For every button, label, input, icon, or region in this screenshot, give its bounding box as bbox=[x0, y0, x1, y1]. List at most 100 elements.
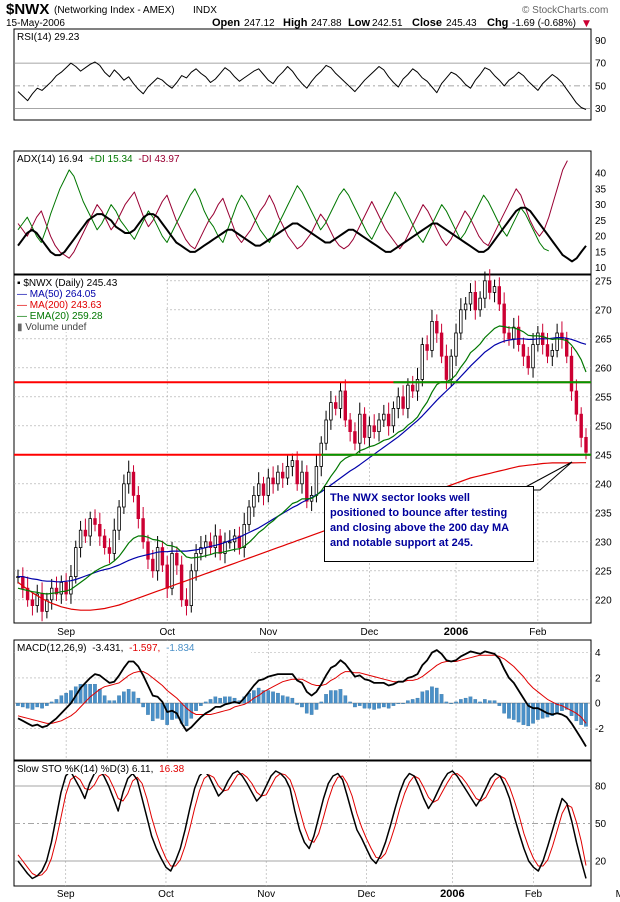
candle-body bbox=[454, 332, 458, 357]
macd-histogram-bar bbox=[434, 687, 439, 704]
candle-body bbox=[449, 355, 453, 380]
macd-histogram-bar bbox=[406, 700, 410, 704]
svg-text:— MA(200) 243.63: — MA(200) 243.63 bbox=[17, 300, 102, 311]
macd-histogram-bar bbox=[507, 703, 511, 719]
macd-signal-line bbox=[17, 654, 587, 724]
candle-body bbox=[300, 471, 304, 485]
candle-body bbox=[93, 518, 97, 525]
sto-d-line bbox=[17, 773, 587, 877]
svg-text:▪ $NWX (Daily) 245.43: ▪ $NWX (Daily) 245.43 bbox=[17, 278, 118, 289]
price-y-tick: 240 bbox=[595, 479, 612, 490]
macd-histogram-bar bbox=[165, 703, 169, 725]
candle-body bbox=[382, 413, 386, 421]
rsi-y-tick: 30 bbox=[595, 104, 607, 115]
candle-body bbox=[194, 553, 198, 572]
macd-histogram-bar bbox=[300, 703, 304, 708]
adx-y-tick: 25 bbox=[595, 216, 607, 227]
macd-signal-value: -1.597, bbox=[129, 643, 160, 654]
svg-text:Slow STO %K(14) %D(3) 6.11,: Slow STO %K(14) %D(3) 6.11, 16.38 bbox=[17, 764, 185, 775]
macd-histogram-bar bbox=[184, 703, 189, 727]
minus-di-label: -DI 43.97 bbox=[138, 154, 180, 165]
candle-body bbox=[574, 390, 579, 415]
macd-histogram-bar bbox=[218, 697, 222, 704]
candle-body bbox=[102, 535, 107, 549]
candle-body bbox=[348, 419, 352, 433]
price-x-label: Nov bbox=[259, 627, 277, 638]
macd-histogram-bar bbox=[146, 703, 150, 715]
candle-body bbox=[280, 471, 285, 479]
macd-histogram-bar bbox=[497, 703, 502, 706]
candle-body bbox=[98, 524, 102, 537]
candle-body bbox=[367, 425, 372, 438]
macd-histogram-bar bbox=[112, 700, 117, 704]
macd-histogram-bar bbox=[304, 703, 309, 714]
candle-body bbox=[285, 465, 290, 479]
minus-di-line bbox=[17, 160, 568, 259]
candle-body bbox=[406, 384, 410, 409]
adx-layer: 40 35 30 25 20 15 10 bbox=[17, 160, 607, 274]
ma200-line bbox=[17, 462, 586, 611]
macd-histogram-bar bbox=[276, 692, 280, 704]
candle-body bbox=[521, 344, 526, 357]
sto-x-label: Nov bbox=[257, 889, 275, 900]
index-name: (Networking Index - AMEX) bbox=[54, 5, 175, 16]
candle-body bbox=[261, 483, 266, 496]
candle-body bbox=[155, 547, 160, 572]
macd-y-tick: 0 bbox=[595, 699, 601, 710]
macd-line bbox=[17, 649, 587, 747]
candle-body bbox=[579, 413, 583, 438]
price-y-tick: 270 bbox=[595, 305, 612, 316]
candle-body bbox=[78, 529, 83, 549]
annotation-box: The NWX sector looks well positioned to … bbox=[324, 486, 534, 562]
macd-histogram-bar bbox=[117, 695, 121, 704]
ma50-line bbox=[18, 337, 587, 583]
candle-body bbox=[141, 518, 145, 543]
price-y-tick: 245 bbox=[595, 450, 612, 461]
candle-body bbox=[117, 506, 121, 531]
macd-histogram-bar bbox=[20, 703, 25, 708]
price-y-tick: 275 bbox=[595, 276, 612, 287]
macd-histogram-bar bbox=[102, 695, 107, 704]
macd-histogram-bar bbox=[213, 696, 218, 704]
macd-histogram-bar bbox=[569, 703, 574, 716]
svg-text:▮ Volume undef: ▮ Volume undef bbox=[17, 322, 87, 333]
open-value: 247.12 bbox=[244, 18, 275, 29]
candle-body bbox=[35, 593, 39, 607]
chart-date: 15-May-2006 bbox=[6, 18, 65, 29]
close-label: Close bbox=[412, 17, 442, 29]
macd-histogram-bar bbox=[266, 690, 271, 704]
ema20-line bbox=[17, 325, 587, 595]
candle-body bbox=[295, 460, 299, 485]
low-label: Low bbox=[348, 17, 370, 29]
macd-histogram-bar bbox=[40, 703, 44, 709]
candle-body bbox=[266, 477, 270, 496]
candle-body bbox=[516, 326, 521, 346]
candle-body bbox=[463, 303, 468, 311]
macd-histogram-bar bbox=[468, 696, 473, 704]
candle-body bbox=[199, 547, 203, 554]
macd-histogram-bar bbox=[511, 703, 516, 720]
macd-histogram-bar bbox=[54, 699, 59, 704]
candle-body bbox=[550, 349, 554, 357]
macd-histogram-bar bbox=[550, 703, 555, 716]
macd-histogram-bar bbox=[25, 703, 30, 709]
plus-di-line bbox=[17, 169, 550, 252]
candle-body bbox=[415, 378, 420, 392]
candle-body bbox=[290, 460, 295, 467]
price-label: $NWX (Daily) 245.43 bbox=[23, 278, 117, 289]
adx-y-tick: 35 bbox=[595, 184, 607, 195]
rsi-layer: 90 70 50 30 bbox=[14, 36, 607, 115]
adx-y-tick: 30 bbox=[595, 200, 607, 211]
adx-y-tick: 15 bbox=[595, 247, 607, 258]
macd-histogram-bar bbox=[59, 695, 64, 704]
sto-y-tick: 80 bbox=[595, 782, 607, 793]
sto-y-tick: 50 bbox=[595, 819, 607, 830]
candle-body bbox=[160, 547, 165, 566]
candle-body bbox=[420, 344, 424, 380]
rsi-label: RSI(14) 29.23 bbox=[17, 32, 80, 43]
candle-body bbox=[358, 413, 362, 444]
macd-histogram-bar bbox=[386, 703, 391, 709]
macd-label: MACD(12,26,9) bbox=[17, 643, 86, 654]
candle-body bbox=[473, 291, 477, 311]
